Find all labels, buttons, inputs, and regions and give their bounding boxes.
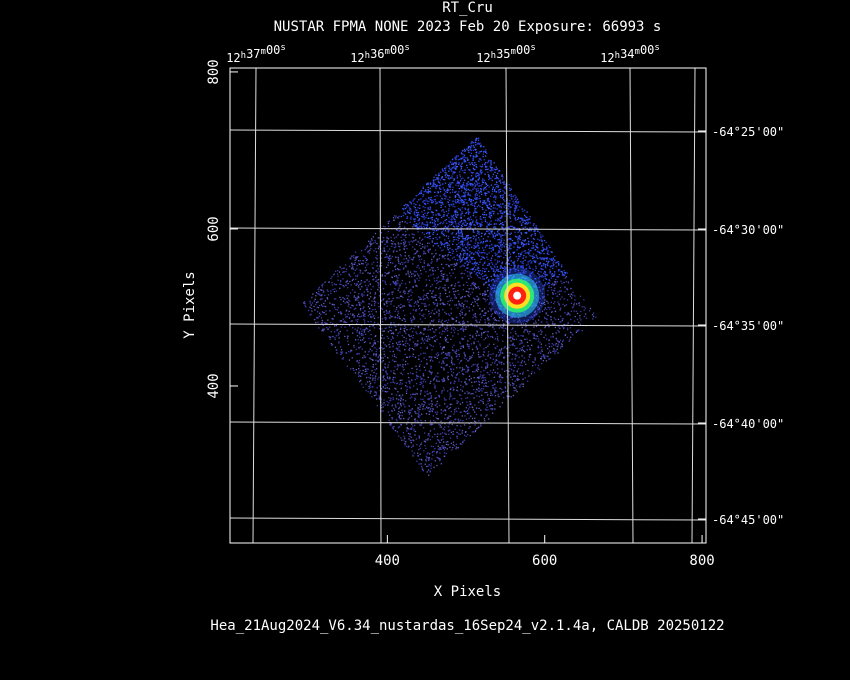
dec-grid-line bbox=[229, 227, 707, 231]
chart-title: RT_Cru bbox=[442, 0, 493, 16]
y-tick-label: 600 bbox=[206, 216, 222, 241]
ra-tick-label: 12h34m00s bbox=[600, 43, 660, 65]
y-tick-label: 400 bbox=[206, 373, 222, 398]
dec-grid-line bbox=[229, 517, 707, 521]
dec-grid-line bbox=[229, 129, 707, 133]
x-axis-label: X Pixels bbox=[433, 584, 502, 600]
ra-grid-line bbox=[629, 67, 634, 544]
axis-ticks: 400 600 80040060080012h37m00s12h36m00s12h3… bbox=[206, 43, 784, 569]
dec-tick-label: -64°35'00" bbox=[712, 319, 784, 333]
dec-tick-label: -64°25'00" bbox=[712, 125, 784, 139]
ra-grid-line bbox=[252, 67, 257, 544]
ra-tick-label: 12h37m00s bbox=[226, 43, 286, 65]
dec-tick-label: -64°30'00" bbox=[712, 223, 784, 237]
dec-grid-line bbox=[229, 323, 707, 327]
dec-grid-line bbox=[229, 421, 707, 425]
ra-grid-line bbox=[691, 67, 696, 544]
y-tick-label: 800 bbox=[206, 59, 222, 84]
x-tick-label: 400 bbox=[375, 553, 400, 569]
y-axis-label: Y Pixels bbox=[182, 271, 198, 339]
ra-grid-line bbox=[505, 67, 510, 544]
dec-tick-label: -64°45'00" bbox=[712, 513, 784, 527]
ra-tick-label: 12h35m00s bbox=[476, 43, 536, 65]
ra-tick-label: 12h36m00s bbox=[350, 43, 410, 65]
counts-image bbox=[303, 137, 597, 476]
software-version-footer: Hea_21Aug2024_V6.34_nustardas_16Sep24_v2… bbox=[210, 618, 725, 634]
plot-frame bbox=[229, 67, 707, 544]
x-tick-label: 600 bbox=[532, 553, 557, 569]
coordinate-grid bbox=[229, 67, 707, 544]
source-ring-5 bbox=[513, 291, 522, 300]
x-tick-label: 800 bbox=[689, 553, 714, 569]
ra-grid-line bbox=[379, 67, 382, 544]
observation-info: NUSTAR FPMA NONE 2023 Feb 20 Exposure: 6… bbox=[273, 19, 662, 35]
dec-tick-label: -64°40'00" bbox=[712, 417, 784, 431]
